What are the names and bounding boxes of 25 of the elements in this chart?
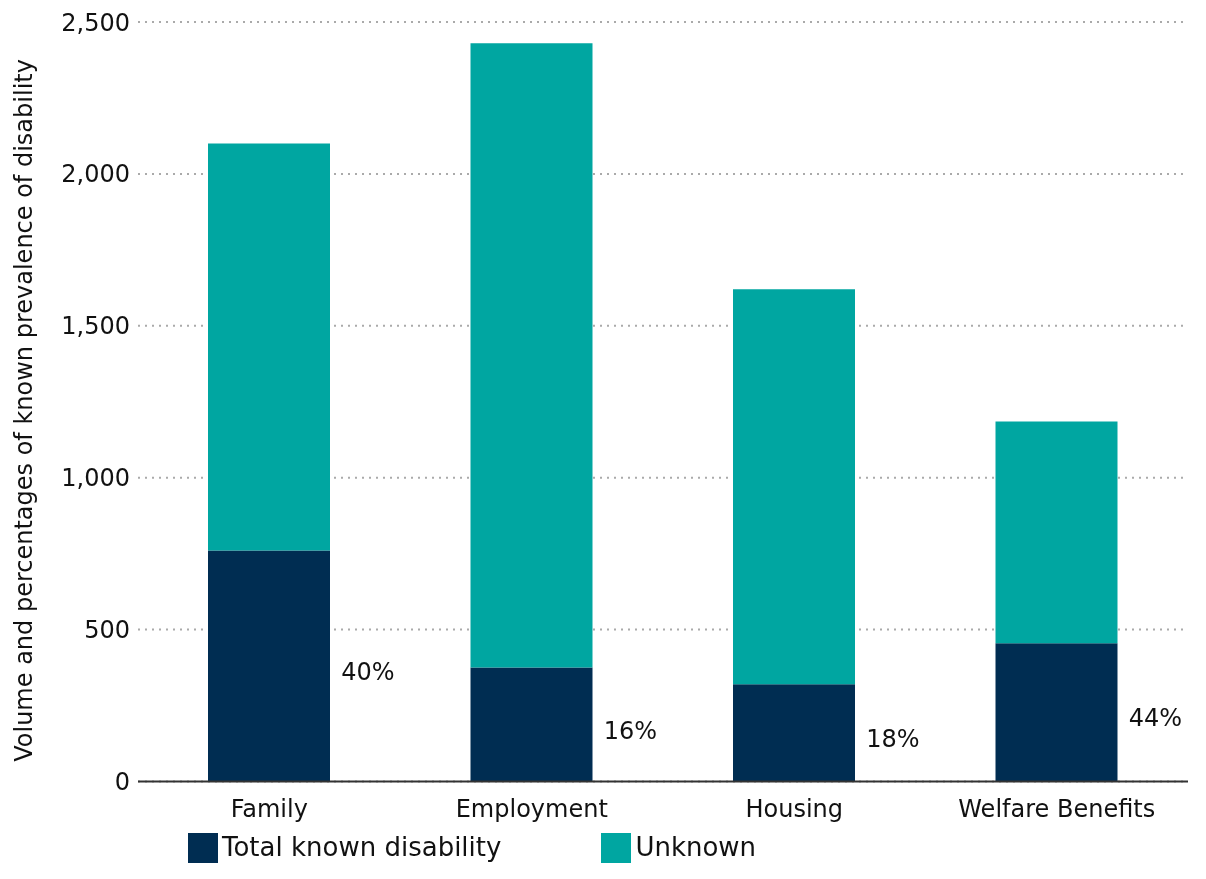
annotation: 44% bbox=[1128, 704, 1183, 733]
legend-label: Unknown bbox=[635, 831, 757, 862]
annotation: 18% bbox=[866, 724, 920, 753]
y-tick-label: 1,500 bbox=[61, 312, 130, 341]
bar bbox=[995, 643, 1118, 782]
bar bbox=[733, 289, 855, 685]
annotation: 16% bbox=[603, 716, 658, 745]
bar bbox=[208, 550, 330, 782]
bar bbox=[470, 667, 593, 782]
x-tick-label: Employment bbox=[455, 794, 608, 823]
y-tick-label: 0 bbox=[114, 768, 130, 797]
x-tick-label: Welfare Benefits bbox=[958, 794, 1156, 823]
y-tick-label: 1,000 bbox=[61, 464, 130, 493]
y-axis-title: Volume and percentages of known prevalence of disability bbox=[9, 59, 38, 762]
x-tick-label: Housing bbox=[745, 794, 844, 823]
x-tick-label: Family bbox=[230, 794, 308, 823]
bar bbox=[470, 43, 593, 668]
y-tick-label: 500 bbox=[84, 616, 130, 645]
y-tick-label: 2,500 bbox=[61, 8, 130, 37]
annotation: 40% bbox=[341, 658, 395, 687]
y-tick-label: 2,000 bbox=[61, 160, 130, 189]
bar bbox=[733, 684, 855, 782]
bar bbox=[995, 421, 1118, 644]
bar bbox=[208, 143, 330, 551]
legend-label: Total known disability bbox=[222, 831, 502, 862]
